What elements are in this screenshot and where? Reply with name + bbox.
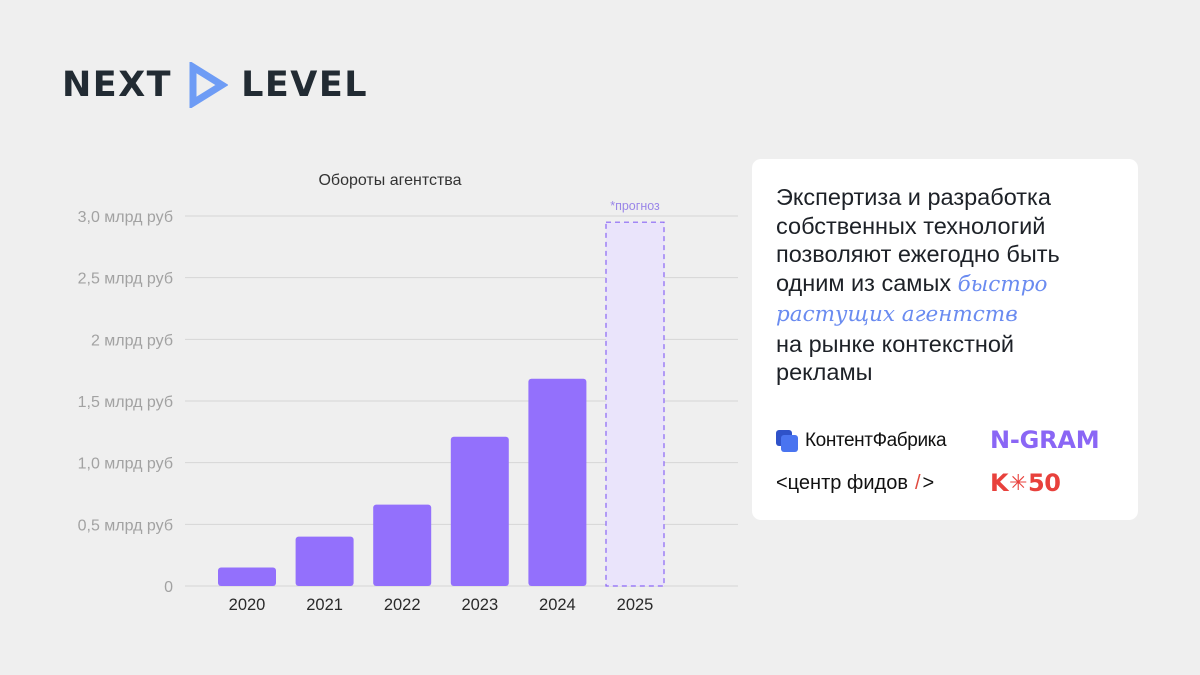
y-tick-label: 2,5 млрд руб <box>78 271 173 288</box>
card-accent-text: быстро <box>957 271 1048 297</box>
next-level-logo: NEXT LEVEL <box>62 62 368 108</box>
play-triangle-icon <box>189 62 229 108</box>
forecast-bar <box>605 221 665 587</box>
x-tick-label: 2024 <box>539 596 576 614</box>
slash-mark: / <box>914 471 921 494</box>
logo-word-next: NEXT <box>62 65 173 105</box>
partner-name-end: > <box>922 471 935 494</box>
x-tick-label: 2022 <box>384 596 421 614</box>
partner-k50: K ✳ 50 <box>990 468 1061 498</box>
partner-name: КонтентФабрика <box>805 430 947 451</box>
card-line: позволяют ежегодно быть <box>776 241 1060 267</box>
bar <box>528 378 587 586</box>
y-tick-label: 3,0 млрд руб <box>78 209 173 226</box>
y-tick-label: 1,0 млрд руб <box>78 456 173 473</box>
card-line: рекламы <box>776 359 873 385</box>
asterisk-icon: ✳ <box>1009 470 1028 496</box>
card-line: на рынке контекстной <box>776 330 1015 357</box>
forecast-label: *прогноз <box>610 199 660 213</box>
chart-title: Обороты агентства <box>318 172 462 189</box>
card-line: собственных технологий <box>776 212 1046 239</box>
y-tick-label: 0,5 млрд руб <box>78 517 173 534</box>
partner-centr-fidov: <центр фидов / > <box>776 468 934 498</box>
y-tick-label: 1,5 млрд руб <box>78 394 173 411</box>
y-tick-label: 2 млрд руб <box>91 332 173 349</box>
chart-canvas: 0 0,5 млрд руб 1,0 млрд руб 1,5 млрд руб 2 м… <box>78 199 738 614</box>
partner-name: <центр фидов <box>776 471 908 494</box>
bar <box>295 536 354 586</box>
card-accent-text: растущих агентств <box>776 302 1018 327</box>
y-tick-label: 0 <box>164 579 173 596</box>
x-tick-label: 2025 <box>617 596 654 614</box>
x-tick-label: 2021 <box>306 596 343 614</box>
partner-name: K <box>990 469 1009 497</box>
x-tick-label: 2023 <box>461 596 498 614</box>
bar <box>218 567 276 586</box>
info-card: Экспертиза и разработка собственных техн… <box>752 159 1138 520</box>
card-line: Экспертиза и разработка <box>776 184 1051 210</box>
partner-kontent-fabrika: КонтентФабрика <box>776 426 947 456</box>
stacked-squares-icon <box>776 430 798 452</box>
turnover-chart: Обороты агентства 0 0,5 млрд руб 1,0 млрд … <box>0 160 760 620</box>
x-tick-label: 2020 <box>229 596 266 614</box>
logo-word-level: LEVEL <box>241 65 369 105</box>
partner-name: 50 <box>1028 469 1061 497</box>
card-line: одним из самых <box>776 269 958 296</box>
partner-name: N-GRAM <box>990 426 1100 454</box>
card-description: Экспертиза и разработка собственных техн… <box>776 183 1122 387</box>
bar <box>450 436 509 586</box>
partner-ngram: N-GRAM <box>990 425 1100 455</box>
bar <box>373 504 432 586</box>
